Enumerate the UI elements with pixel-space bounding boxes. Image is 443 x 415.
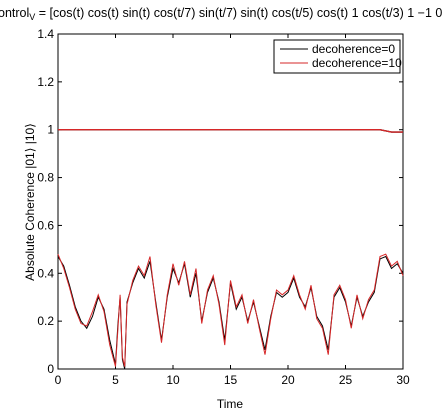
legend-label-decoherence-10: decoherence=10 — [312, 56, 402, 70]
chart-title-rest: = [cos(t) cos(t) sin(t) cos(t/7) sin(t/7… — [35, 6, 443, 20]
x-tick-label: 20 — [281, 373, 295, 387]
x-tick-label: 30 — [396, 373, 410, 387]
x-tick-label: 0 — [55, 373, 62, 387]
x-tick-label: 15 — [224, 373, 238, 387]
legend-box — [273, 39, 401, 74]
y-tick-label: 0.8 — [37, 171, 54, 185]
x-tick-label: 25 — [339, 373, 353, 387]
chart-title-subscript: V — [29, 12, 35, 22]
y-tick-label: 1 — [47, 123, 54, 137]
x-axis: 0 5 10 15 20 25 30 — [55, 34, 410, 387]
y-tick-label: 0.4 — [37, 266, 54, 280]
chart-title-prefix: ontrol — [0, 6, 29, 20]
plot-frame — [57, 33, 404, 370]
series-line-3 — [57, 253, 404, 367]
x-tick-label: 10 — [166, 373, 180, 387]
series-line-1 — [58, 129, 403, 133]
x-tick-label: 5 — [112, 373, 119, 387]
y-axis: 0 0.2 0.4 0.6 0.8 1 1.2 1.4 — [37, 27, 403, 376]
y-tick-label: 0.6 — [37, 218, 54, 232]
y-tick-label: 0.2 — [37, 314, 54, 328]
series-layer — [57, 129, 404, 370]
y-axis-label: Absolute Coherence |01⟩ |10⟩ — [23, 123, 37, 281]
legend: decoherence=0 decoherence=10 — [273, 39, 402, 74]
y-tick-label: 1.2 — [37, 75, 54, 89]
y-tick-label: 0 — [47, 362, 54, 376]
y-tick-label: 1.4 — [37, 27, 54, 41]
x-axis-label: Time — [217, 397, 244, 411]
legend-label-decoherence-0: decoherence=0 — [312, 42, 395, 56]
chart-title: ontrolV = [cos(t) cos(t) sin(t) cos(t/7)… — [0, 6, 443, 22]
